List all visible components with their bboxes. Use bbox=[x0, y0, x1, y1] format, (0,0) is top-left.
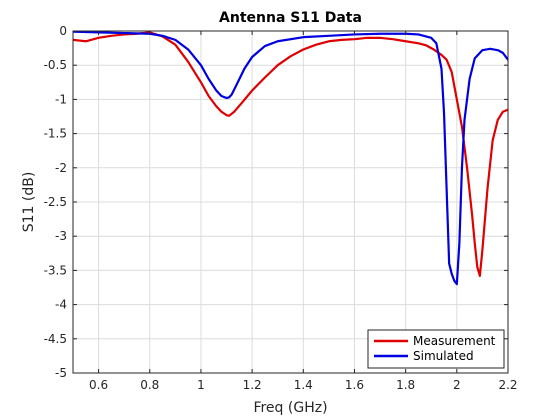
x-tick-label: 1.2 bbox=[243, 378, 262, 392]
y-tick-label: -5 bbox=[55, 366, 67, 380]
series-line-measurement bbox=[73, 31, 508, 277]
x-tick-label: 1.4 bbox=[294, 378, 313, 392]
y-tick-label: -0.5 bbox=[44, 58, 67, 72]
series-lines bbox=[73, 31, 508, 286]
y-tick-label: -2 bbox=[55, 161, 67, 175]
axis-ticks: 0.6 0.8 1 1.2 1.4 1.6 1.8 2 2.2 0 -0.5 -1 -1.5 -2 -2.5… bbox=[44, 24, 518, 392]
x-tick-label: 0.6 bbox=[89, 378, 108, 392]
y-tick-label: -2.5 bbox=[44, 195, 67, 209]
y-tick-label: -3 bbox=[55, 229, 67, 243]
y-tick-label: -4.5 bbox=[44, 332, 67, 346]
x-tick-label: 2 bbox=[453, 378, 461, 392]
x-axis-label: Freq (GHz) bbox=[253, 400, 327, 416]
chart-title: Antenna S11 Data bbox=[219, 10, 362, 26]
y-tick-label: -1 bbox=[55, 92, 67, 106]
y-tick-label: -3.5 bbox=[44, 263, 67, 277]
x-tick-label: 1 bbox=[197, 378, 205, 392]
x-tick-label: 0.8 bbox=[140, 378, 159, 392]
legend-entry-label: Measurement bbox=[413, 334, 496, 348]
x-tick-label: 2.2 bbox=[498, 378, 517, 392]
legend-entry-label: Simulated bbox=[413, 349, 474, 363]
grid bbox=[73, 30, 509, 374]
y-tick-label: -4 bbox=[55, 298, 67, 312]
legend-box bbox=[367, 329, 505, 369]
x-tick-label: 1.6 bbox=[345, 378, 364, 392]
y-axis-label: S11 (dB) bbox=[21, 172, 37, 233]
x-tick-label: 1.8 bbox=[396, 378, 415, 392]
y-tick-label: 0 bbox=[59, 24, 67, 38]
y-tick-label: -1.5 bbox=[44, 127, 67, 141]
series-line-simulated bbox=[73, 31, 508, 286]
